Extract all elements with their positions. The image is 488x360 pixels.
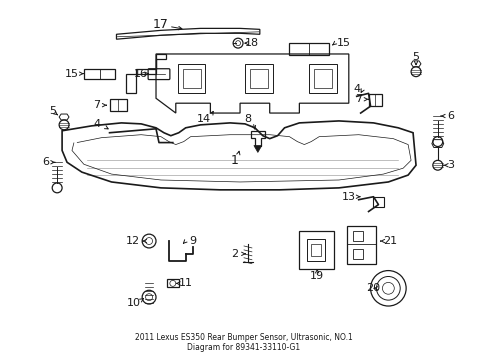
Text: 1: 1 [231, 154, 239, 167]
Bar [372, 197, 384, 207]
Bar [183, 69, 200, 89]
Bar [352, 249, 362, 259]
Text: 5: 5 [49, 106, 56, 116]
Text: 15: 15 [65, 69, 79, 79]
Text: 8: 8 [244, 114, 251, 124]
Bar [368, 94, 382, 106]
Text: 16: 16 [134, 69, 148, 79]
Text: 14: 14 [196, 114, 210, 124]
Bar [83, 69, 115, 78]
Text: 6: 6 [446, 111, 453, 121]
Text: 12: 12 [126, 236, 140, 246]
Text: 2: 2 [231, 249, 238, 259]
Text: 6: 6 [41, 157, 49, 167]
Text: 4: 4 [352, 84, 360, 94]
Text: 19: 19 [309, 271, 324, 282]
Text: 5: 5 [412, 52, 419, 62]
Text: 18: 18 [244, 38, 259, 48]
Text: 17: 17 [153, 18, 168, 31]
Polygon shape [253, 145, 261, 152]
Bar [306, 239, 325, 261]
Text: 9: 9 [189, 236, 196, 246]
Text: 20: 20 [366, 283, 380, 293]
Text: 21: 21 [383, 236, 397, 246]
Bar [352, 231, 362, 241]
Bar [289, 43, 328, 55]
Text: 3: 3 [446, 160, 453, 170]
Bar [249, 69, 267, 89]
Bar [308, 64, 336, 93]
Bar [299, 231, 333, 269]
Bar [310, 244, 321, 256]
Text: 2011 Lexus ES350 Rear Bumper Sensor, Ultrasonic, NO.1
Diagram for 89341-33110-G1: 2011 Lexus ES350 Rear Bumper Sensor, Ult… [135, 333, 352, 352]
Bar [244, 64, 272, 93]
Text: 4: 4 [93, 119, 100, 129]
Bar [346, 226, 376, 264]
Bar [166, 279, 179, 287]
Text: 11: 11 [178, 278, 192, 288]
Text: 15: 15 [336, 38, 350, 48]
Text: 10: 10 [127, 298, 141, 308]
Text: 7: 7 [93, 100, 100, 110]
Bar [178, 64, 205, 93]
Text: 7: 7 [354, 94, 362, 104]
Bar [314, 69, 331, 89]
Text: 13: 13 [341, 192, 355, 202]
Bar [109, 99, 127, 111]
